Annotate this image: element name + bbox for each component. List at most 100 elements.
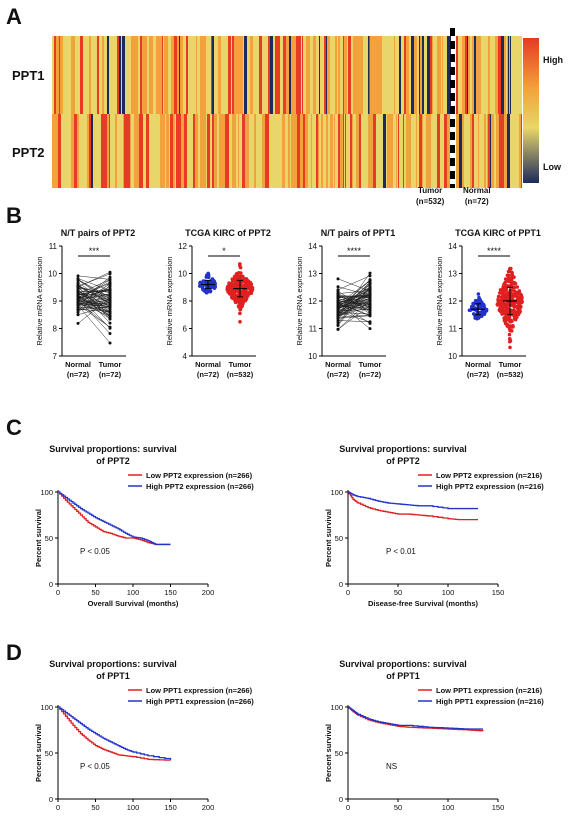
normal-point bbox=[76, 310, 80, 314]
heatmap-cell bbox=[147, 36, 149, 114]
heatmap-cell bbox=[149, 114, 152, 188]
heatmap-cell bbox=[395, 36, 396, 114]
heatmap-cell bbox=[373, 36, 376, 114]
tumor-point bbox=[496, 294, 501, 299]
tumor-point bbox=[239, 305, 244, 309]
heatmap-cell bbox=[502, 114, 504, 188]
heatmap-cell bbox=[265, 114, 267, 188]
heatmap-cell bbox=[175, 114, 176, 188]
heatmap-cell bbox=[131, 36, 133, 114]
tumor-point bbox=[512, 275, 516, 279]
normal-point bbox=[336, 297, 340, 301]
heatmap-cell bbox=[343, 36, 344, 114]
heatmap-cell bbox=[385, 36, 388, 114]
x-category-n: (n=72) bbox=[99, 370, 122, 379]
heatmap-cell bbox=[81, 114, 84, 188]
heatmap-cell bbox=[510, 36, 511, 114]
x-category-label: Tumor bbox=[499, 360, 522, 369]
paired-line bbox=[77, 299, 111, 314]
tumor-point bbox=[518, 304, 522, 308]
heatmap-cell bbox=[236, 36, 237, 114]
heatmap-cell bbox=[520, 36, 521, 114]
panel-label-a: A bbox=[6, 4, 22, 29]
normal-n: (n=72) bbox=[464, 197, 489, 206]
legend-label: Low PPT2 expression (n=216) bbox=[436, 471, 543, 480]
x-category-n: (n=532) bbox=[227, 370, 254, 379]
heatmap-cell bbox=[343, 114, 344, 188]
y-tick-label: 8 bbox=[183, 297, 188, 306]
y-tick-label: 100 bbox=[330, 703, 343, 712]
heatmap-cell bbox=[462, 36, 465, 114]
km-title: of PPT2 bbox=[96, 456, 130, 466]
paired-line bbox=[77, 286, 111, 320]
heatmap-cell bbox=[97, 36, 99, 114]
paired-line bbox=[77, 299, 111, 319]
heatmap-cell bbox=[277, 114, 280, 188]
heatmap-cell bbox=[282, 114, 285, 188]
heatmap-divider-dash bbox=[450, 67, 455, 75]
heatmap-cell bbox=[379, 36, 382, 114]
y-tick-label: 10 bbox=[308, 352, 317, 361]
heatmap-cell bbox=[368, 36, 369, 114]
heatmap-cell bbox=[93, 114, 96, 188]
heatmap-cell bbox=[387, 114, 388, 188]
heatmap-cell bbox=[507, 114, 510, 188]
heatmap-cell bbox=[474, 36, 476, 114]
heatmap-cell bbox=[437, 36, 438, 114]
expression-heatmap bbox=[52, 28, 522, 188]
normal-point bbox=[76, 293, 80, 297]
heatmap-divider-dash bbox=[450, 145, 455, 153]
heatmap-cell bbox=[441, 36, 442, 114]
heatmap-cell bbox=[193, 36, 196, 114]
tumor-point bbox=[108, 299, 112, 303]
heatmap-cell bbox=[398, 114, 399, 188]
heatmap-cell bbox=[414, 114, 416, 188]
heatmap-cell bbox=[164, 36, 166, 114]
tumor-point bbox=[229, 293, 234, 297]
heatmap-cell bbox=[490, 114, 491, 188]
heatmap-cell bbox=[489, 114, 490, 188]
paired-line bbox=[77, 305, 111, 315]
tumor-group-label: Tumor (n=532) bbox=[416, 185, 444, 207]
heatmap-cell bbox=[494, 114, 496, 188]
heatmap-cell bbox=[383, 114, 386, 188]
tumor-point bbox=[231, 278, 235, 282]
heatmap-cell bbox=[225, 114, 228, 188]
tumor-point bbox=[244, 277, 249, 281]
tumor-point bbox=[108, 275, 112, 279]
paired-line bbox=[337, 300, 371, 330]
heatmap-cell bbox=[214, 36, 216, 114]
heatmap-cell bbox=[191, 36, 193, 114]
scatter-title: TCGA KIRC of PPT2 bbox=[185, 228, 271, 238]
heatmap-cell bbox=[443, 36, 444, 114]
normal-point bbox=[76, 281, 80, 285]
heatmap-cell bbox=[444, 114, 447, 188]
heatmap-cell bbox=[512, 114, 514, 188]
heatmap-cell bbox=[467, 36, 468, 114]
heatmap-cell bbox=[424, 36, 425, 114]
heatmap-cell bbox=[306, 36, 307, 114]
heatmap-cell bbox=[176, 114, 178, 188]
tumor-point bbox=[243, 298, 248, 303]
heatmap-cell bbox=[188, 36, 191, 114]
paired-line bbox=[77, 279, 111, 295]
paired-line bbox=[77, 297, 111, 324]
x-tick-label: 50 bbox=[91, 803, 99, 812]
heatmap-cell bbox=[380, 114, 381, 188]
heatmap-divider-dash bbox=[450, 80, 455, 88]
heatmap-cell bbox=[388, 114, 390, 188]
heatmap-cell bbox=[54, 36, 56, 114]
x-tick-label: 100 bbox=[442, 588, 455, 597]
km-title: Survival proportions: survival bbox=[49, 659, 177, 669]
tumor-point bbox=[507, 339, 512, 344]
heatmap-cell bbox=[305, 114, 308, 188]
heatmap-cell bbox=[335, 114, 338, 188]
heatmap-cell bbox=[521, 114, 522, 188]
heatmap-cell bbox=[462, 114, 464, 188]
heatmap-cell bbox=[216, 36, 217, 114]
heatmap-cell bbox=[255, 36, 257, 114]
heatmap-cell bbox=[288, 114, 290, 188]
heatmap-cell bbox=[160, 36, 162, 114]
heatmap-cell bbox=[170, 36, 171, 114]
x-tick-label: 150 bbox=[164, 803, 177, 812]
